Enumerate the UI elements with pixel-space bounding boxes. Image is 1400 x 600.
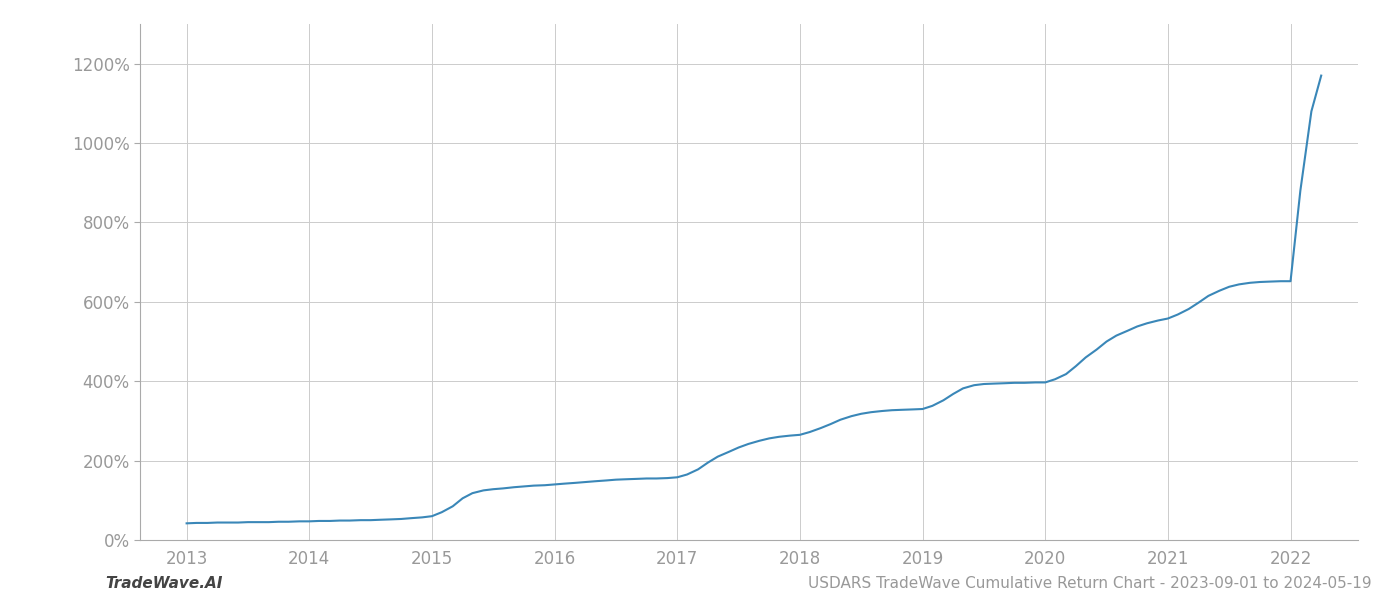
Text: TradeWave.AI: TradeWave.AI xyxy=(105,576,223,591)
Text: USDARS TradeWave Cumulative Return Chart - 2023-09-01 to 2024-05-19: USDARS TradeWave Cumulative Return Chart… xyxy=(808,576,1372,591)
